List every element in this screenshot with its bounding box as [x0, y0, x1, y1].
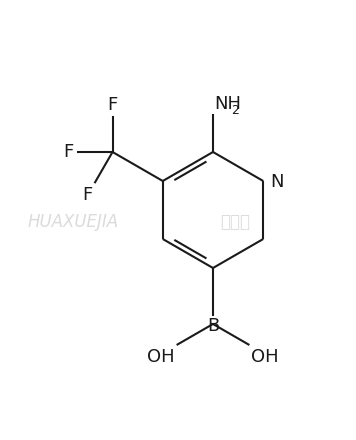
Text: HUAXUEJIA: HUAXUEJIA [28, 213, 119, 231]
Text: 化学加: 化学加 [220, 213, 250, 231]
Text: N: N [270, 173, 284, 191]
Text: OH: OH [147, 348, 175, 366]
Text: 2: 2 [231, 104, 239, 117]
Text: B: B [207, 317, 219, 335]
Text: NH: NH [214, 95, 241, 113]
Text: OH: OH [251, 348, 279, 366]
Text: F: F [63, 143, 74, 161]
Text: F: F [82, 186, 93, 204]
Text: F: F [108, 96, 118, 114]
